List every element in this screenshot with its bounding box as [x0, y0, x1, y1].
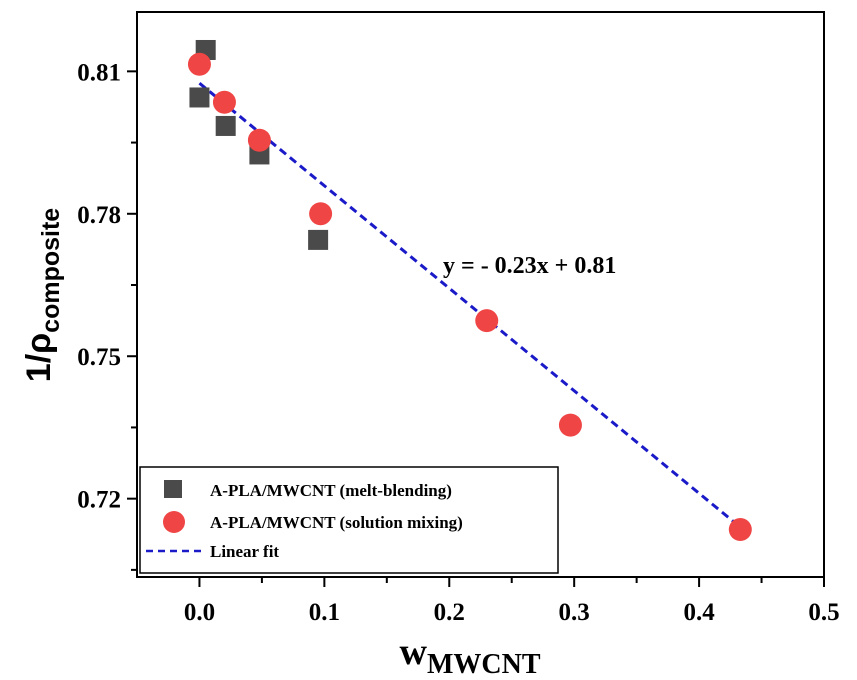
- data-points: [187, 39, 752, 542]
- x-axis-label: w: [400, 631, 428, 673]
- legend-label-solution-mixing: A-PLA/MWCNT (solution mixing): [210, 513, 463, 532]
- fit-line-layer: [198, 82, 742, 529]
- x-axis-title: wMWCNT: [400, 631, 541, 680]
- point-solution-mixing: [728, 518, 752, 542]
- legend: A-PLA/MWCNT (melt-blending) A-PLA/MWCNT …: [139, 466, 559, 574]
- x-tick-label: 0.2: [434, 599, 465, 626]
- tick-labels: 0.0 0.1 0.2 0.3 0.4 0.5 0.72 0.75 0.78 0.81: [77, 59, 839, 626]
- point-melt-blending: [215, 115, 236, 136]
- linear-fit-line: [198, 82, 742, 529]
- point-melt-blending: [189, 87, 210, 108]
- y-axis-label-sub: composite: [37, 208, 65, 333]
- y-tick-label: 0.78: [77, 202, 121, 229]
- point-solution-mixing: [247, 128, 271, 152]
- point-melt-blending: [308, 229, 329, 250]
- x-axis-label-sub: MWCNT: [427, 649, 541, 680]
- x-tick-label: 0.5: [808, 599, 839, 626]
- x-tick-label: 0.1: [309, 599, 340, 626]
- y-tick-label: 0.81: [77, 59, 121, 86]
- y-tick-label: 0.72: [77, 487, 121, 514]
- point-solution-mixing: [212, 90, 236, 114]
- plot-frame: [136, 11, 825, 578]
- x-tick-label: 0.4: [683, 599, 715, 626]
- legend-box: [139, 466, 559, 574]
- y-axis-title: 1/ρcomposite: [20, 208, 65, 383]
- point-solution-mixing: [475, 309, 499, 333]
- point-solution-mixing: [558, 413, 582, 437]
- x-tick-label: 0.3: [559, 599, 590, 626]
- fit-equation: y = - 0.23x + 0.81: [443, 253, 616, 279]
- legend-marker-solution-mixing: [163, 511, 185, 533]
- legend-marker-melt-blending: [164, 480, 182, 498]
- y-axis-label: 1/ρ: [20, 333, 58, 382]
- x-tick-label: 0.0: [184, 599, 215, 626]
- legend-label-melt-blending: A-PLA/MWCNT (melt-blending): [210, 481, 452, 500]
- point-solution-mixing: [309, 202, 333, 226]
- point-solution-mixing: [187, 52, 211, 76]
- y-tick-label: 0.75: [77, 344, 121, 371]
- legend-label-linear-fit: Linear fit: [210, 542, 279, 561]
